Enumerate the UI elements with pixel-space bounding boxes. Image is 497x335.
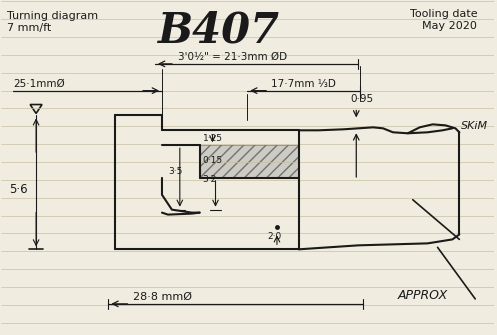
Text: Tooling date
May 2020: Tooling date May 2020 bbox=[410, 9, 477, 31]
Text: Turning diagram: Turning diagram bbox=[7, 11, 98, 21]
Text: 3·2: 3·2 bbox=[203, 175, 217, 184]
Text: 5·6: 5·6 bbox=[9, 183, 28, 196]
Text: 3'0½" = 21·3mm ØD: 3'0½" = 21·3mm ØD bbox=[178, 52, 287, 62]
Text: 7 mm/ft: 7 mm/ft bbox=[7, 23, 52, 33]
Text: 0·15: 0·15 bbox=[203, 155, 223, 164]
Text: 2·0: 2·0 bbox=[267, 232, 281, 242]
Text: 28·8 mmØ: 28·8 mmØ bbox=[133, 292, 192, 302]
Text: SKiM: SKiM bbox=[461, 121, 489, 131]
Text: 1·25: 1·25 bbox=[203, 134, 223, 143]
Text: 3·5: 3·5 bbox=[168, 168, 182, 177]
Polygon shape bbox=[200, 145, 299, 178]
Text: APPROX: APPROX bbox=[398, 289, 448, 302]
Text: 0·95: 0·95 bbox=[350, 93, 373, 104]
Text: 17·7mm ⅓D: 17·7mm ⅓D bbox=[271, 79, 336, 89]
Text: B407: B407 bbox=[159, 9, 280, 51]
Text: 25·1mmØ: 25·1mmØ bbox=[13, 79, 65, 89]
